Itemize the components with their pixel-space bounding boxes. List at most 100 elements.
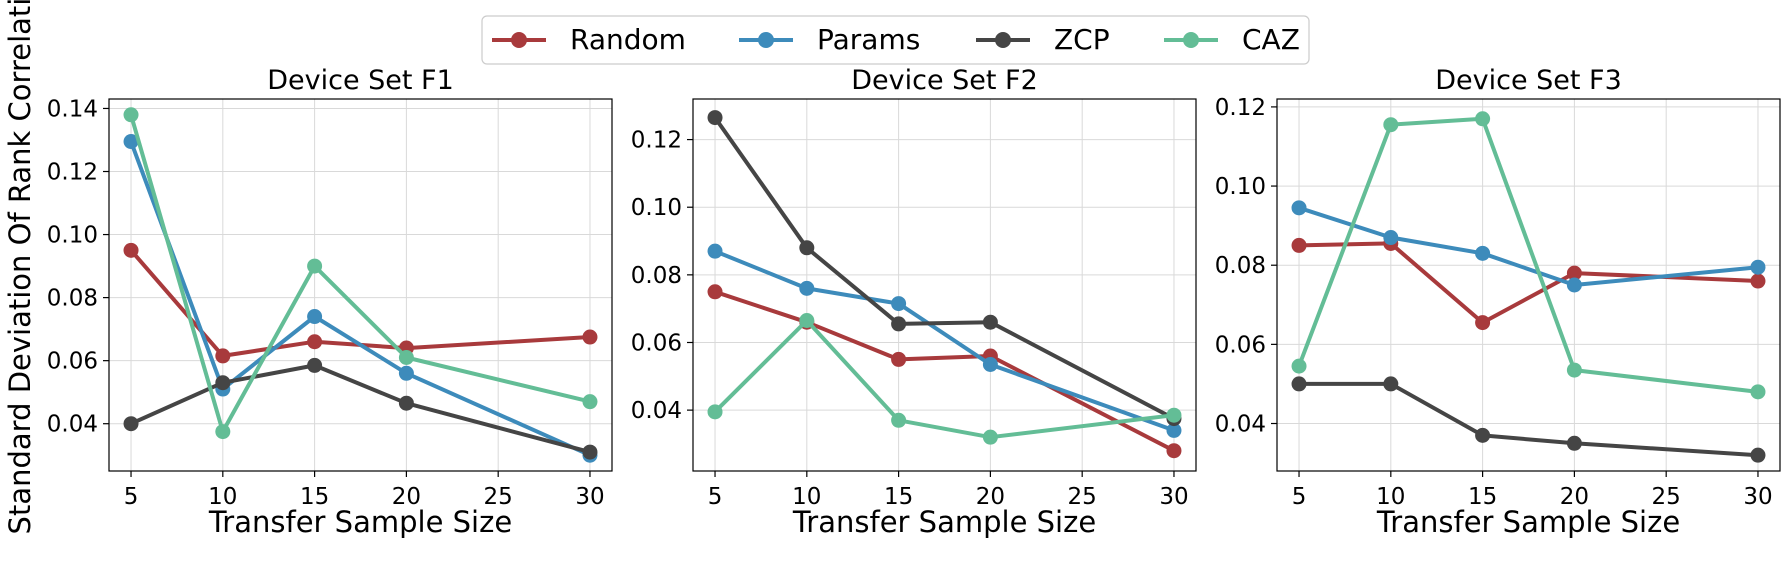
y-tick-label: 0.10: [1215, 174, 1266, 200]
data-point-zcp: [215, 375, 231, 391]
series-zcp: [123, 357, 598, 460]
panel-title: Device Set F1: [267, 65, 454, 96]
data-point-caz: [982, 429, 998, 445]
series-params: [1291, 200, 1766, 293]
data-point-zcp: [582, 444, 598, 460]
figure-ylabel: Standard Deviation Of Rank Correlation: [3, 0, 37, 534]
y-tick-label: 0.08: [47, 286, 98, 312]
data-point-caz: [582, 394, 598, 410]
legend-item-random: Random: [492, 23, 686, 56]
data-point-random: [582, 329, 598, 345]
panel-2: 5 10 15 20 25 30 0.04 0.06 0.08 0.10 0.12 Device Se…: [631, 65, 1197, 539]
x-axis-label: Transfer Sample Size: [1376, 505, 1680, 539]
data-point-params: [307, 309, 323, 325]
data-point-random: [1566, 265, 1582, 281]
legend-label-zcp: ZCP: [1054, 23, 1110, 56]
data-point-caz: [1166, 407, 1182, 423]
x-tick-label: 10: [208, 484, 237, 510]
data-point-zcp: [1475, 427, 1491, 443]
data-point-random: [707, 284, 723, 300]
legend-label-random: Random: [570, 23, 686, 56]
y-tick-label: 0.04: [47, 412, 98, 438]
data-point-random: [123, 242, 139, 258]
y-tick-label: 0.04: [1215, 412, 1266, 438]
data-point-params: [1383, 230, 1399, 246]
y-tick-label: 0.12: [631, 128, 682, 154]
data-point-params: [799, 280, 815, 296]
data-point-params: [398, 365, 414, 381]
data-point-random: [891, 351, 907, 367]
data-point-zcp: [398, 395, 414, 411]
x-tick-label: 25: [1068, 484, 1097, 510]
grid: [109, 99, 612, 471]
y-tick-label: 0.10: [631, 195, 682, 221]
legend-marker-zcp: [995, 32, 1011, 48]
y-tick-label: 0.14: [47, 96, 98, 122]
data-point-random: [1166, 443, 1182, 459]
legend: Random Params ZCP CAZ: [481, 15, 1310, 65]
legend-marker-caz: [1183, 32, 1199, 48]
data-point-zcp: [307, 357, 323, 373]
data-point-zcp: [1566, 435, 1582, 451]
y-tick-label: 0.12: [1215, 95, 1266, 121]
data-point-caz: [307, 258, 323, 274]
data-point-zcp: [799, 240, 815, 256]
data-point-params: [707, 243, 723, 259]
data-point-params: [1750, 259, 1766, 275]
legend-label-params: Params: [817, 23, 920, 56]
x-tick-label: 25: [1652, 484, 1681, 510]
x-axis-label: Transfer Sample Size: [792, 505, 1096, 539]
data-point-zcp: [982, 314, 998, 330]
x-tick-label: 5: [1292, 484, 1307, 510]
data-point-random: [1475, 315, 1491, 331]
legend-label-caz: CAZ: [1242, 23, 1300, 56]
data-point-params: [1291, 200, 1307, 216]
data-point-params: [1566, 277, 1582, 293]
legend-item-caz: CAZ: [1164, 23, 1300, 56]
data-point-caz: [891, 412, 907, 428]
x-tick-label: 25: [484, 484, 513, 510]
y-tick-label: 0.04: [631, 398, 682, 424]
x-tick-label: 20: [976, 484, 1005, 510]
data-point-caz: [123, 107, 139, 123]
y-tick-label: 0.10: [47, 223, 98, 249]
plot-frame: [108, 98, 613, 472]
x-tick-label: 20: [392, 484, 421, 510]
panel-3: 5 10 15 20 25 30 0.04 0.06 0.08 0.10 0.12 Device Se…: [1215, 65, 1781, 539]
x-tick-label: 5: [124, 484, 139, 510]
data-point-zcp: [1383, 376, 1399, 392]
y-tick-label: 0.06: [631, 330, 682, 356]
data-point-random: [1291, 237, 1307, 253]
x-axis-label: Transfer Sample Size: [208, 505, 512, 539]
x-tick-label: 30: [1159, 484, 1188, 510]
data-point-caz: [1291, 358, 1307, 374]
data-point-caz: [1750, 384, 1766, 400]
data-point-zcp: [1291, 376, 1307, 392]
series-caz: [707, 313, 1182, 445]
x-tick-label: 15: [884, 484, 913, 510]
y-tick-label: 0.08: [1215, 253, 1266, 279]
data-point-zcp: [891, 316, 907, 332]
x-tick-label: 30: [1743, 484, 1772, 510]
x-tick-label: 30: [575, 484, 604, 510]
series-caz: [1291, 111, 1766, 400]
plot-frame: [692, 98, 1197, 472]
legend-marker-params: [758, 32, 774, 48]
data-point-params: [123, 134, 139, 150]
y-tick-label: 0.12: [47, 160, 98, 186]
series-caz: [123, 107, 598, 440]
series-params: [707, 243, 1182, 438]
data-point-caz: [215, 424, 231, 440]
data-point-caz: [398, 350, 414, 366]
legend-frame: [481, 15, 1310, 65]
x-tick-label: 20: [1560, 484, 1589, 510]
y-tick-label: 0.08: [631, 263, 682, 289]
data-point-params: [891, 296, 907, 312]
data-point-zcp: [1750, 447, 1766, 463]
data-point-zcp: [123, 416, 139, 432]
legend-item-zcp: ZCP: [976, 23, 1110, 56]
data-point-random: [1750, 273, 1766, 289]
plot-frame: [1276, 98, 1781, 472]
